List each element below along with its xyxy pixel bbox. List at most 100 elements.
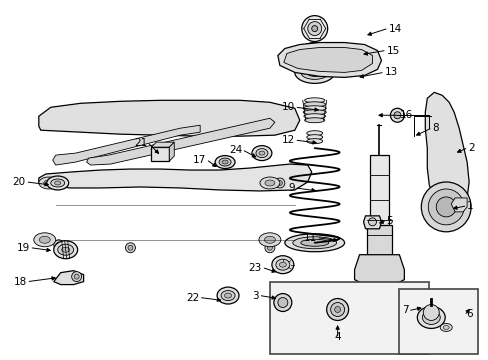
Text: 17: 17	[192, 155, 206, 165]
Ellipse shape	[51, 179, 64, 187]
Ellipse shape	[303, 114, 325, 119]
Polygon shape	[54, 271, 83, 285]
Text: 16: 16	[399, 110, 412, 120]
Ellipse shape	[300, 239, 328, 246]
Circle shape	[334, 306, 340, 312]
Circle shape	[264, 243, 274, 253]
Ellipse shape	[259, 151, 264, 155]
Text: 11: 11	[303, 233, 316, 243]
Circle shape	[301, 15, 327, 41]
Ellipse shape	[61, 247, 69, 252]
Text: 13: 13	[384, 67, 397, 77]
Text: 4: 4	[334, 332, 340, 342]
Circle shape	[74, 274, 79, 279]
Circle shape	[326, 298, 348, 320]
Ellipse shape	[442, 325, 448, 329]
Ellipse shape	[422, 310, 439, 324]
Circle shape	[311, 26, 317, 32]
Ellipse shape	[285, 234, 344, 252]
Ellipse shape	[215, 156, 235, 168]
Circle shape	[423, 305, 438, 320]
Circle shape	[277, 180, 282, 185]
Ellipse shape	[300, 42, 328, 58]
Text: 8: 8	[431, 123, 438, 133]
Text: 22: 22	[185, 293, 199, 302]
Ellipse shape	[292, 237, 336, 249]
Ellipse shape	[303, 102, 325, 107]
Ellipse shape	[260, 177, 279, 189]
Circle shape	[125, 243, 135, 253]
Circle shape	[389, 108, 404, 122]
Text: 18: 18	[14, 276, 27, 287]
Text: 15: 15	[386, 45, 399, 55]
Ellipse shape	[224, 293, 231, 298]
Ellipse shape	[304, 45, 324, 55]
Circle shape	[274, 178, 285, 188]
Circle shape	[393, 112, 400, 119]
Ellipse shape	[271, 256, 293, 274]
Ellipse shape	[416, 306, 444, 328]
Ellipse shape	[306, 135, 322, 140]
Ellipse shape	[34, 233, 56, 247]
Circle shape	[330, 302, 344, 316]
Circle shape	[267, 245, 272, 250]
Polygon shape	[86, 118, 274, 165]
Text: 14: 14	[387, 24, 401, 33]
Ellipse shape	[306, 68, 322, 76]
Text: 3: 3	[252, 291, 259, 301]
Polygon shape	[363, 216, 381, 229]
Ellipse shape	[44, 180, 54, 186]
Ellipse shape	[255, 149, 267, 158]
Ellipse shape	[259, 233, 280, 247]
Polygon shape	[53, 125, 200, 165]
Ellipse shape	[303, 106, 325, 111]
Text: 2: 2	[467, 143, 474, 153]
Circle shape	[277, 298, 287, 307]
Bar	[366, 225, 392, 255]
Bar	[399, 289, 477, 354]
Ellipse shape	[222, 160, 227, 164]
Ellipse shape	[306, 139, 322, 144]
Ellipse shape	[221, 291, 235, 301]
Text: 20: 20	[13, 177, 26, 187]
Circle shape	[273, 293, 291, 311]
Circle shape	[427, 189, 463, 225]
Polygon shape	[425, 92, 468, 212]
Ellipse shape	[303, 110, 325, 115]
Text: 7: 7	[401, 306, 407, 315]
Ellipse shape	[39, 177, 59, 189]
Text: 1: 1	[466, 201, 473, 211]
Ellipse shape	[251, 146, 271, 161]
Circle shape	[421, 182, 470, 232]
Polygon shape	[450, 198, 466, 212]
Ellipse shape	[304, 118, 324, 123]
Polygon shape	[39, 164, 311, 191]
Circle shape	[368, 218, 376, 226]
Ellipse shape	[47, 176, 68, 190]
Bar	[151, 147, 169, 161]
Text: 24: 24	[228, 145, 242, 155]
Ellipse shape	[217, 287, 239, 304]
Polygon shape	[169, 142, 174, 161]
Ellipse shape	[264, 236, 275, 243]
Text: 6: 6	[465, 310, 472, 319]
Circle shape	[56, 242, 61, 247]
Polygon shape	[283, 48, 372, 72]
Ellipse shape	[300, 66, 328, 80]
Text: 23: 23	[248, 263, 262, 273]
Ellipse shape	[279, 262, 286, 267]
Bar	[269, 282, 428, 354]
Circle shape	[54, 240, 63, 250]
Ellipse shape	[306, 131, 322, 136]
Polygon shape	[39, 100, 299, 136]
Text: 9: 9	[287, 183, 294, 193]
Circle shape	[128, 245, 133, 250]
Circle shape	[54, 178, 63, 188]
Circle shape	[307, 22, 321, 36]
Ellipse shape	[304, 98, 324, 103]
Circle shape	[72, 272, 81, 282]
Ellipse shape	[309, 48, 319, 54]
Ellipse shape	[54, 241, 78, 259]
Polygon shape	[277, 42, 381, 77]
Text: 21: 21	[134, 138, 147, 148]
